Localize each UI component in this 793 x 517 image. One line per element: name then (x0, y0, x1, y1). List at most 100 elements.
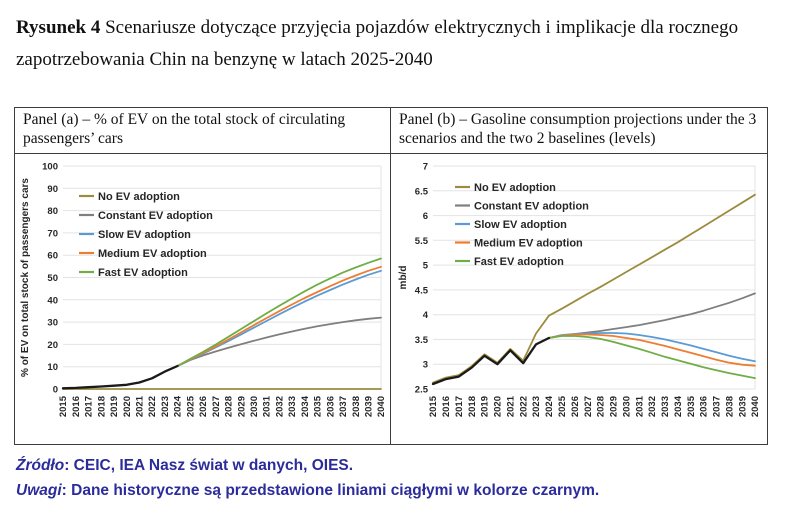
y-tick-label: 60 (47, 251, 58, 262)
x-tick-label: 2022 (147, 396, 158, 417)
series-line-historical (61, 365, 179, 390)
legend-label: Constant EV adoption (98, 210, 213, 222)
series-line-fast-ev-adoption (547, 335, 756, 380)
x-tick-label: 2026 (198, 396, 209, 417)
y-tick-label: 100 (42, 162, 58, 173)
legend-item-slow-ev-adoption: Slow EV adoption (79, 229, 191, 241)
legend-item-fast-ev-adoption: Fast EV adoption (79, 267, 188, 279)
legend-label: Slow EV adoption (474, 219, 567, 231)
chart-svg: 2.5 3 3.5 4 4.5 5 5.5 6 6.5 7 2015 2016 2017 2018 2019… (398, 162, 761, 418)
x-tick-label: 2029 (236, 396, 247, 417)
x-tick-label: 2032 (647, 396, 658, 417)
y-tick-label: 5 (423, 261, 429, 272)
x-tick-label: 2036 (325, 396, 336, 417)
x-tick-label: 2031 (262, 396, 273, 418)
x-tick-label: 2034 (300, 396, 311, 418)
x-tick-label: 2022 (518, 396, 529, 417)
legend-label: No EV adoption (98, 191, 180, 203)
y-tick-label: 4 (423, 310, 429, 321)
x-tick-label: 2033 (287, 396, 298, 417)
x-tick-label: 2025 (185, 396, 196, 418)
series-line-fast-ev-adoption (176, 257, 382, 368)
y-tick-label: 4.5 (415, 286, 429, 297)
x-tick-label: 2036 (699, 396, 710, 417)
y-axis-title: % of EV on total stock of passengers car… (20, 178, 31, 377)
x-tick-label: 2016 (441, 396, 452, 417)
x-tick-label: 2030 (249, 396, 260, 417)
legend-item-medium-ev-adoption: Medium EV adoption (79, 248, 207, 260)
source-label: Źródło (16, 457, 65, 475)
x-tick-label: 2020 (493, 396, 504, 417)
legend-label: No EV adoption (474, 182, 556, 194)
x-tick-label: 2021 (506, 396, 517, 418)
x-tick-label: 2039 (737, 396, 748, 417)
x-tick-label: 2020 (122, 396, 133, 417)
series-line-constant-ev-adoption (176, 316, 382, 368)
legend-item-no-ev-adoption: No EV adoption (79, 191, 180, 203)
y-tick-label: 3.5 (415, 335, 429, 346)
x-tick-label: 2019 (480, 396, 491, 417)
panel-b-chart: 2.5 3 3.5 4 4.5 5 5.5 6 6.5 7 2015 2016 2017 2018 2019… (391, 154, 767, 444)
x-tick-label: 2040 (376, 396, 387, 417)
x-tick-label: 2037 (338, 396, 349, 417)
series-line-no-ev-adoption (432, 194, 756, 384)
x-tick-label: 2027 (583, 396, 594, 417)
y-tick-label: 6.5 (415, 187, 429, 198)
series-line-slow-ev-adoption (176, 270, 382, 368)
y-tick-label: 70 (47, 229, 58, 240)
x-tick-label: 2023 (160, 396, 171, 417)
notes-label: Uwagi (16, 482, 62, 500)
x-tick-label: 2028 (224, 396, 235, 417)
legend-label: Fast EV adoption (98, 267, 188, 279)
legend-item-no-ev-adoption: No EV adoption (455, 182, 556, 194)
source-line: Źródło: CEIC, IEA Nasz świat w danych, O… (16, 453, 779, 478)
source-text: : CEIC, IEA Nasz świat w danych, OIES. (64, 457, 354, 475)
x-tick-label: 2038 (724, 396, 735, 417)
x-tick-label: 2033 (660, 396, 671, 417)
x-tick-label: 2023 (531, 396, 542, 417)
y-tick-label: 6 (423, 211, 428, 222)
series-line-medium-ev-adoption (547, 333, 756, 367)
panel-a-chart: 0 10 20 30 40 50 60 70 80 90 100 2015 2016 2017 2018 20… (15, 154, 391, 445)
x-tick-label: 2026 (570, 396, 581, 417)
legend-label: Medium EV adoption (474, 238, 583, 250)
legend-item-constant-ev-adoption: Constant EV adoption (79, 210, 213, 222)
x-tick-label: 2016 (71, 396, 82, 417)
x-tick-label: 2017 (84, 396, 95, 417)
y-tick-label: 5.5 (415, 236, 429, 247)
panel-a-header: Panel (a) – % of EV on the total stock o… (15, 107, 391, 155)
y-tick-label: 30 (47, 318, 58, 329)
x-tick-label: 2018 (96, 396, 107, 417)
x-tick-label: 2024 (544, 396, 555, 418)
x-tick-label: 2031 (634, 396, 645, 418)
x-tick-label: 2039 (364, 396, 375, 417)
x-tick-label: 2015 (428, 396, 439, 418)
y-tick-label: 20 (47, 340, 58, 351)
x-tick-label: 2032 (274, 396, 285, 417)
legend-item-fast-ev-adoption: Fast EV adoption (455, 256, 564, 268)
x-tick-label: 2035 (686, 396, 697, 418)
panels-table: Panel (a) – % of EV on the total stock o… (14, 106, 768, 446)
y-tick-label: 80 (47, 206, 58, 217)
x-tick-label: 2038 (351, 396, 362, 417)
legend-label: Medium EV adoption (98, 248, 207, 260)
figure-footnotes: Źródło: CEIC, IEA Nasz świat w danych, O… (16, 453, 779, 503)
figure-caption: Rysunek 4 Scenariusze dotyczące przyjęci… (16, 12, 779, 77)
x-tick-label: 2027 (211, 396, 222, 417)
x-tick-label: 2017 (454, 396, 465, 417)
figure-title-text: Scenariusze dotyczące przyjęcia pojazdów… (16, 17, 739, 71)
legend-label: Fast EV adoption (474, 256, 564, 268)
series-line-constant-ev-adoption (547, 292, 756, 340)
x-tick-label: 2030 (621, 396, 632, 417)
y-tick-label: 0 (53, 385, 58, 396)
x-tick-label: 2028 (596, 396, 607, 417)
x-tick-label: 2021 (135, 396, 146, 418)
x-tick-label: 2024 (173, 396, 184, 418)
notes-text: : Dane historyczne są przedstawione lini… (61, 482, 600, 500)
legend-label: Constant EV adoption (474, 201, 589, 213)
y-tick-label: 50 (47, 273, 58, 284)
y-axis-title: mb/d (398, 266, 409, 290)
x-tick-label: 2035 (313, 396, 324, 418)
figure-label: Rysunek 4 (16, 17, 101, 38)
series-line-medium-ev-adoption (176, 266, 382, 368)
